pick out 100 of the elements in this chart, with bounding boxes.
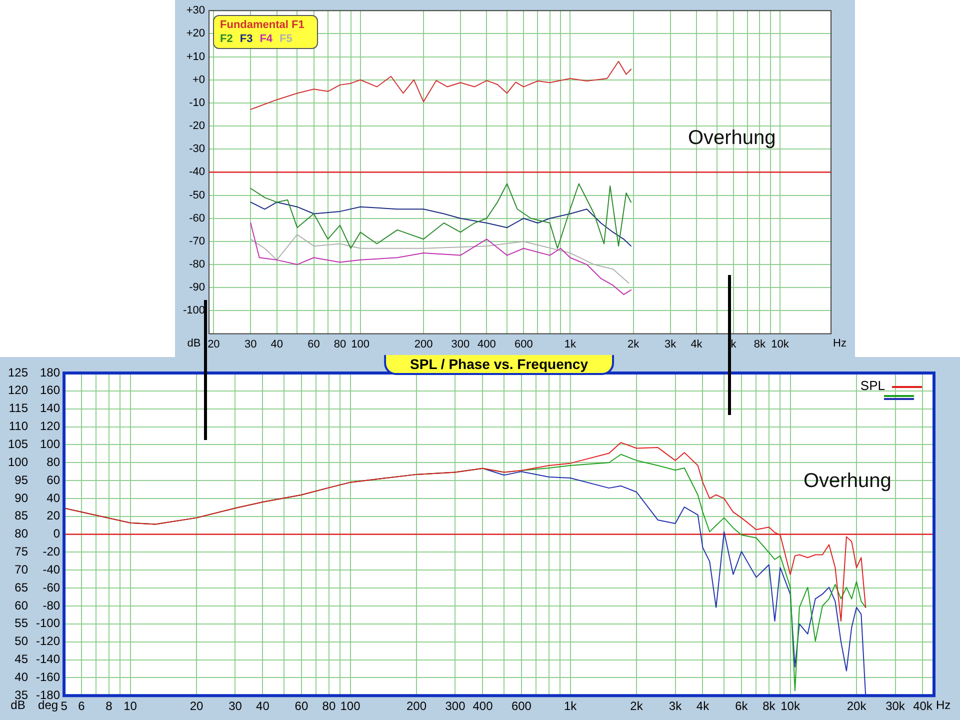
- y2-tick-label: 100: [40, 437, 60, 451]
- y-tick-label: 85: [14, 508, 28, 523]
- y-tick-label: 55: [14, 616, 28, 630]
- y-tick-label: 45: [14, 652, 28, 666]
- x-tick-label: 100: [351, 338, 370, 350]
- y-tick-label: +20: [186, 28, 206, 40]
- x-tick-label: 40: [256, 699, 270, 714]
- x-tick-label: k: [730, 338, 737, 350]
- y-tick-label: 95: [14, 472, 28, 487]
- x-tick-label: 8: [106, 699, 113, 714]
- y-tick-label: 80: [14, 526, 28, 541]
- y-tick-label: 110: [8, 419, 28, 434]
- y-tick-label: +10: [186, 50, 206, 63]
- y-axis-title: dB: [187, 337, 201, 350]
- y-tick-label: 120: [8, 383, 28, 398]
- x-tick-label: 100: [340, 699, 361, 714]
- y2-tick-label: 60: [46, 472, 60, 487]
- x-tick-label: 20: [208, 338, 220, 350]
- y-tick-label: -60: [189, 212, 206, 224]
- x-tick-label: 400: [478, 338, 496, 350]
- y-tick-label: 105: [8, 437, 28, 451]
- x-tick-label: 2k: [630, 699, 644, 714]
- x-tick-label: 200: [406, 699, 427, 714]
- y-tick-label: 40: [14, 670, 28, 684]
- annotation: Overhung: [804, 470, 892, 493]
- x-tick-label: 6: [78, 699, 86, 714]
- y-tick-label: 60: [14, 598, 28, 612]
- y-tick-label: 100: [8, 454, 28, 469]
- text: Fundamental F1: [220, 18, 304, 32]
- y-tick-label: 115: [8, 401, 28, 416]
- y2-tick-label: 120: [40, 419, 60, 434]
- chart-title: SPL / Phase vs. Frequency: [410, 356, 588, 372]
- y-tick-label: -70: [189, 235, 206, 248]
- y2-tick-label: 0: [53, 526, 60, 541]
- y2-tick-label: -100: [36, 616, 60, 630]
- x-tick-label: 40k: [913, 699, 934, 714]
- y-tick-label: 125: [8, 365, 28, 380]
- y-tick-label: 75: [14, 544, 28, 559]
- x-tick-label: 300: [445, 699, 466, 714]
- y2-tick-label: -80: [42, 598, 60, 612]
- x-tick-label: 60: [308, 338, 320, 350]
- x-tick-label: 4k: [690, 338, 703, 350]
- x-tick-label: 600: [511, 699, 532, 714]
- y2-tick-label: -60: [42, 580, 60, 594]
- x-axis-title: Hz: [833, 337, 846, 350]
- title-plate: SPL / Phase vs. Frequency: [384, 355, 614, 375]
- x-tick-label: 30: [228, 699, 242, 714]
- x-tick-label: 10k: [771, 338, 790, 350]
- y-tick-label: -50: [189, 189, 206, 202]
- y2-tick-label: -20: [42, 544, 60, 559]
- x-tick-label: 40: [270, 338, 283, 350]
- x-tick-label: 4k: [696, 699, 710, 714]
- x-tick-label: 20: [190, 699, 204, 714]
- y-tick-label: -30: [189, 143, 206, 156]
- y2-tick-label: -120: [36, 634, 60, 648]
- text: F5: [280, 32, 292, 46]
- y-tick-label: 65: [14, 580, 28, 594]
- x-tick-label: 400: [472, 699, 494, 714]
- x-tick-label: 60: [294, 699, 308, 714]
- x-tick-label: 2k: [628, 338, 640, 350]
- y2-tick-label: 140: [40, 401, 60, 416]
- text: F4: [260, 32, 273, 46]
- y2-tick-label: -160: [36, 670, 60, 684]
- y2-tick-label: 80: [46, 454, 60, 469]
- y2-tick-label: 40: [46, 490, 60, 505]
- x-tick-label: 1k: [564, 338, 576, 350]
- x-tick-label: 20k: [846, 699, 868, 714]
- x-tick-label: 10k: [780, 699, 801, 714]
- y-tick-label: -40: [189, 166, 206, 178]
- x-tick-label: 80: [322, 699, 336, 714]
- y-tick-label: -20: [189, 120, 206, 132]
- x-tick-label: 6k: [735, 699, 749, 714]
- y2-tick-label: 20: [46, 508, 60, 523]
- legend-label: SPL: [860, 378, 885, 393]
- y2-tick-label: 160: [40, 383, 60, 398]
- x-tick-label: 5: [60, 699, 68, 714]
- y-tick-label: -90: [189, 282, 206, 294]
- y-tick-label: -10: [189, 96, 206, 109]
- y-tick-label: -100: [182, 304, 206, 317]
- y-tick-label: 50: [14, 634, 28, 648]
- x-tick-label: 300: [451, 338, 470, 350]
- x-tick-label: 8k: [762, 699, 776, 714]
- x-tick-label: 30k: [886, 699, 906, 714]
- y-tick-label: 70: [14, 562, 28, 576]
- x-tick-label: 10: [124, 699, 138, 714]
- x-axis-title: Hz: [936, 698, 951, 712]
- x-tick-label: 200: [414, 338, 433, 350]
- y-tick-label: -80: [189, 258, 206, 271]
- y-tick-label: +0: [192, 74, 206, 86]
- x-tick-label: 8k: [754, 338, 766, 350]
- x-tick-label: 600: [514, 338, 533, 350]
- y2-tick-label: -40: [42, 562, 60, 576]
- x-tick-label: 1k: [564, 699, 578, 714]
- x-tick-label: 80: [334, 338, 346, 350]
- text: F2: [220, 32, 233, 46]
- text: F3: [240, 32, 253, 46]
- y2-tick-label: 180: [40, 365, 60, 380]
- x-tick-label: 3k: [668, 699, 683, 714]
- y-tick-label: 90: [14, 490, 28, 505]
- x-tick-label: 3k: [664, 338, 677, 350]
